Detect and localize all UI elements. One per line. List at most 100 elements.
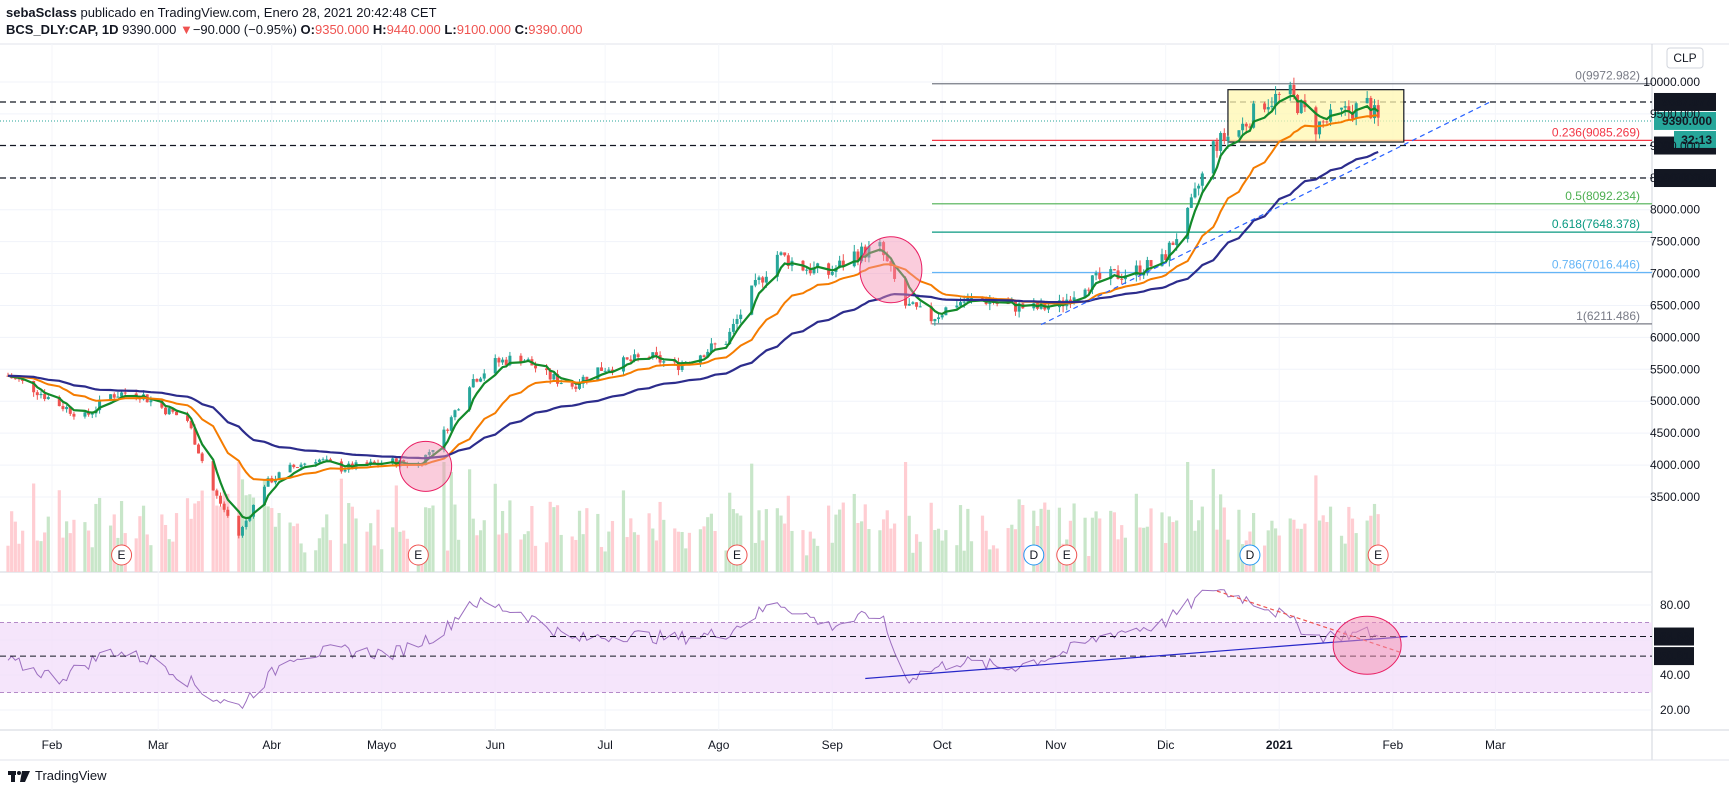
volume-bar <box>1120 525 1124 572</box>
volume-bar <box>988 549 992 572</box>
candle-body <box>1167 242 1171 261</box>
volume-bar <box>834 514 838 572</box>
volume-bar <box>940 540 944 572</box>
time-tick-label: Abr <box>262 738 281 752</box>
volume-bar <box>757 510 761 572</box>
candle-body <box>68 406 72 414</box>
candle-body <box>907 303 911 306</box>
candle-body <box>610 369 614 372</box>
volume-bar <box>1171 522 1175 572</box>
candle-body <box>904 278 908 306</box>
volume-bar <box>1164 543 1168 572</box>
candle-body <box>1094 273 1098 276</box>
volume-bar <box>292 526 296 572</box>
candle-body <box>570 383 574 387</box>
brand-label[interactable]: TradingView <box>35 768 107 783</box>
candle-body <box>193 428 197 445</box>
candle-body <box>1226 136 1230 141</box>
candle-body <box>603 370 607 372</box>
candle-body <box>680 362 684 370</box>
symbol-label[interactable]: BCS_DLY:CAP, 1D <box>6 22 119 37</box>
candle-body <box>1087 289 1091 291</box>
volume-bar <box>369 523 373 572</box>
currency-badge[interactable]: CLP <box>1666 47 1704 69</box>
volume-bar <box>636 534 640 572</box>
rsi-level-label: 61.98 <box>1660 630 1690 644</box>
candle-body <box>200 453 204 462</box>
volume-bar <box>1288 518 1292 572</box>
volume-bar <box>1200 506 1204 572</box>
fib-level-label: 0.236(9085.269) <box>1552 125 1640 139</box>
volume-bar <box>1369 515 1373 572</box>
price-tick-label: 4000.000 <box>1650 458 1700 472</box>
volume-bar <box>632 532 637 572</box>
candle-body <box>856 251 860 262</box>
volume-bar <box>1090 517 1095 572</box>
candle-body <box>39 393 43 396</box>
event-marker <box>1056 544 1078 566</box>
rsi-line <box>7 589 1379 710</box>
volume-bar <box>522 534 527 572</box>
candle-body <box>574 386 578 389</box>
volume-bar <box>321 527 325 572</box>
candle-body <box>277 472 281 480</box>
volume-bar <box>1145 526 1149 572</box>
volume-bar <box>654 540 659 572</box>
fib-level-label: 0(9972.982) <box>1575 69 1640 83</box>
volume-bar <box>918 541 922 572</box>
high-label: H: <box>372 22 387 37</box>
candle-body <box>1200 173 1204 186</box>
volume-bar <box>288 522 292 572</box>
candle-body <box>87 412 91 415</box>
last-price: 9390.000 <box>122 22 177 37</box>
candle-body <box>164 407 168 415</box>
tradingview-logo-icon[interactable] <box>8 769 30 783</box>
candle-body <box>504 359 508 366</box>
candles <box>6 77 1380 539</box>
trend-drawings[interactable] <box>399 100 1492 492</box>
volume-bar <box>892 523 897 572</box>
price-axis: 3500.000 4000.000 4500.000 5000.000 5500.000… <box>1643 75 1700 717</box>
candle-body <box>1252 103 1256 128</box>
candle-body <box>1237 130 1241 137</box>
author-name[interactable]: sebaSclass <box>6 5 77 20</box>
volume-bar <box>163 524 168 572</box>
volume-bar <box>944 530 948 572</box>
candle-body <box>222 503 226 510</box>
candle-body <box>607 369 611 371</box>
candle-body <box>1292 84 1296 95</box>
candle-body <box>724 343 728 345</box>
candle-body <box>545 368 549 371</box>
volume-bar <box>805 555 809 572</box>
candle-body <box>446 429 450 431</box>
candle-body <box>1175 239 1179 246</box>
candle-body <box>962 301 966 303</box>
price-tag <box>1654 111 1716 130</box>
volume-bar <box>753 542 757 572</box>
volume-bar <box>581 534 585 572</box>
fib-level-label: 0.618(7648.378) <box>1552 217 1640 231</box>
volume-bar <box>90 547 94 572</box>
candle-body <box>1219 133 1223 151</box>
candle-body <box>812 267 816 274</box>
volume-bar <box>878 530 882 572</box>
volume-bar <box>827 505 831 572</box>
volume-bar <box>1292 519 1296 572</box>
candle-body <box>911 302 915 304</box>
volume-bar <box>160 514 164 572</box>
candle-body <box>1296 94 1300 114</box>
candle-body <box>838 260 842 268</box>
price-change: −90.000 (−0.95%) <box>192 22 297 37</box>
volume-bar <box>1339 535 1344 572</box>
volume-bar <box>72 519 76 572</box>
volume-bar <box>761 540 765 572</box>
volume-bar <box>10 511 14 572</box>
candle-body <box>1369 97 1373 119</box>
candle-body <box>1197 185 1201 189</box>
candle-body <box>830 271 834 275</box>
candle-body <box>1372 105 1376 119</box>
volume-bar <box>856 523 860 572</box>
candle-body <box>816 263 820 268</box>
